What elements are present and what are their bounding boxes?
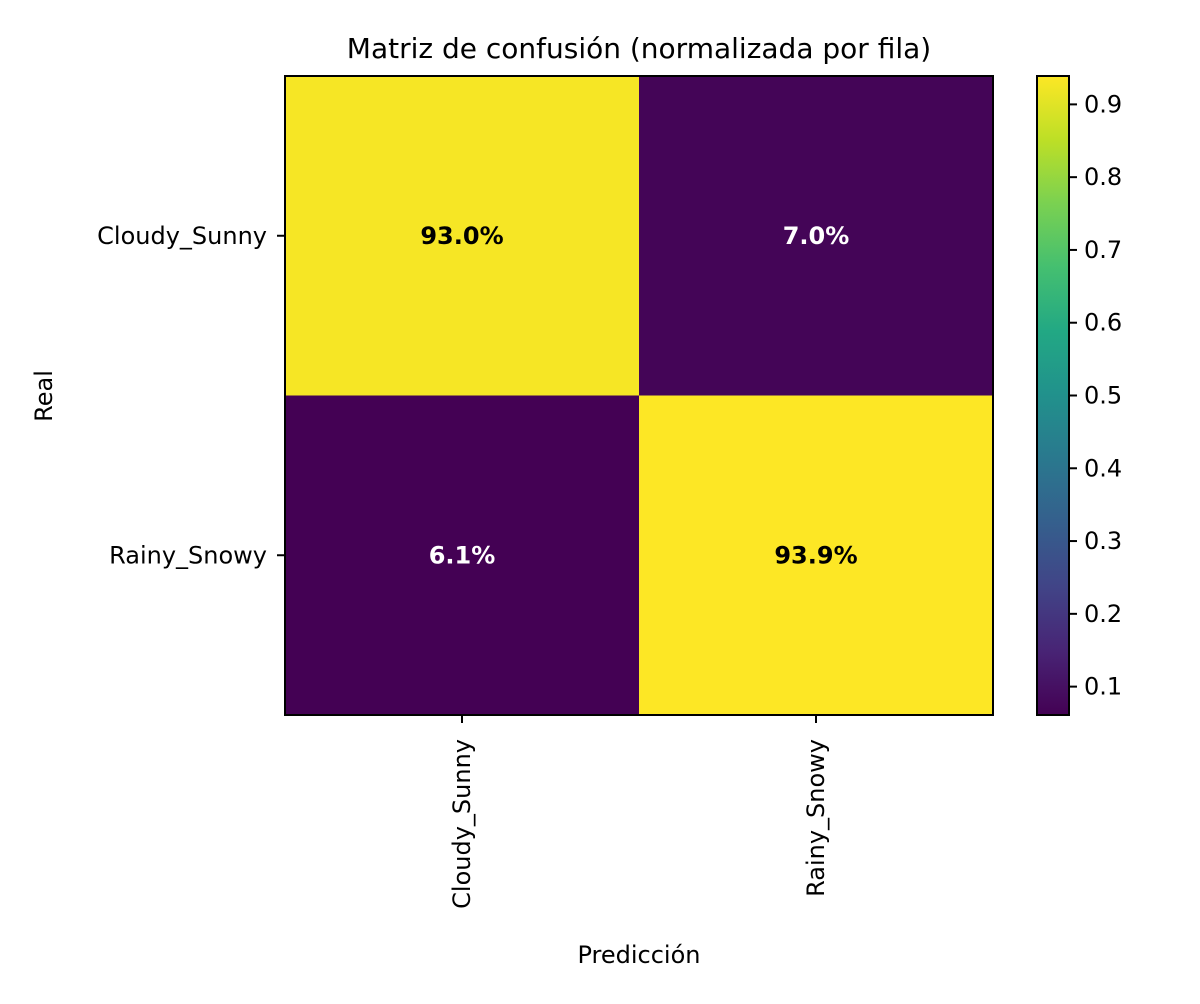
y-tick-label-1: Rainy_Snowy xyxy=(109,541,267,569)
heatmap-cell-r0-c0 xyxy=(285,76,640,396)
heatmap-cell-r0-c1 xyxy=(639,76,994,396)
colorbar-gradient xyxy=(1037,76,1069,715)
chart-title: Matriz de confusión (normalizada por fil… xyxy=(347,32,931,65)
y-tick-label-0: Cloudy_Sunny xyxy=(97,222,267,250)
plot-frame xyxy=(284,75,994,716)
heatmap-cell-labels: 93.0% 7.0% 6.1% 93.9% xyxy=(420,222,857,570)
colorbar-tick-label-2: 0.3 xyxy=(1084,527,1122,555)
colorbar-tick-label-8: 0.9 xyxy=(1084,90,1122,118)
colorbar-ticks: 0.1 0.2 0.3 0.4 0.5 0.6 0.7 0.8 0.9 xyxy=(1069,90,1122,701)
colorbar-tick-label-4: 0.5 xyxy=(1084,382,1122,410)
cell-label-r1-c1: 93.9% xyxy=(774,541,857,569)
y-axis-ticks: Cloudy_Sunny Rainy_Snowy xyxy=(97,222,285,569)
colorbar-tick-label-1: 0.2 xyxy=(1084,600,1122,628)
colorbar-tick-label-6: 0.7 xyxy=(1084,236,1122,264)
x-axis-label: Predicción xyxy=(577,941,700,969)
colorbar-tick-label-0: 0.1 xyxy=(1084,673,1122,701)
heatmap-cells xyxy=(285,76,994,716)
cell-label-r1-c0: 6.1% xyxy=(429,541,496,569)
colorbar-tick-label-3: 0.4 xyxy=(1084,454,1122,482)
x-tick-label-0: Cloudy_Sunny xyxy=(448,739,476,909)
cell-label-r0-c1: 7.0% xyxy=(783,222,850,250)
cell-label-r0-c0: 93.0% xyxy=(420,222,503,250)
colorbar-tick-label-5: 0.6 xyxy=(1084,309,1122,337)
x-axis-ticks: Cloudy_Sunny Rainy_Snowy xyxy=(448,715,830,909)
colorbar-tick-label-7: 0.8 xyxy=(1084,163,1122,191)
heatmap-cell-r1-c1 xyxy=(639,395,994,716)
heatmap-cell-r1-c0 xyxy=(285,395,640,716)
x-tick-label-1: Rainy_Snowy xyxy=(802,739,830,897)
y-axis-label: Real xyxy=(30,370,58,422)
